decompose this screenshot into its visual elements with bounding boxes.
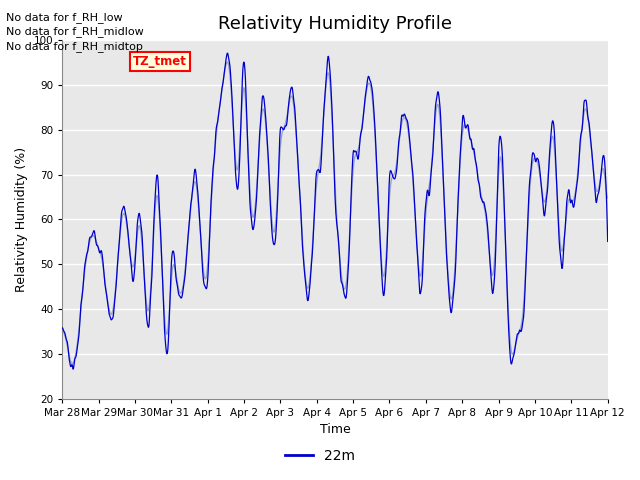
Legend: 22m: 22m bbox=[280, 443, 360, 468]
Title: Relativity Humidity Profile: Relativity Humidity Profile bbox=[218, 15, 452, 33]
Text: No data for f_RH_midtop: No data for f_RH_midtop bbox=[6, 41, 143, 52]
Text: TZ_tmet: TZ_tmet bbox=[133, 55, 187, 68]
Text: No data for f_RH_low: No data for f_RH_low bbox=[6, 12, 123, 23]
X-axis label: Time: Time bbox=[319, 423, 350, 436]
Y-axis label: Relativity Humidity (%): Relativity Humidity (%) bbox=[15, 147, 28, 292]
Text: No data for f_RH_midlow: No data for f_RH_midlow bbox=[6, 26, 144, 37]
